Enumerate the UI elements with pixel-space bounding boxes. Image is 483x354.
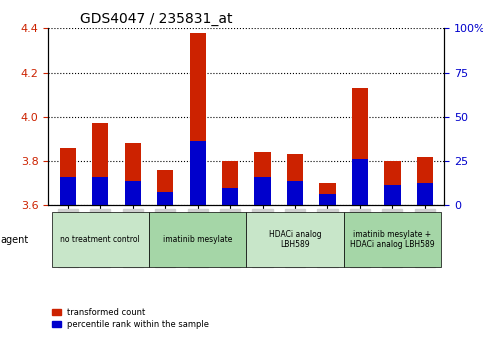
Bar	[189, 33, 206, 205]
Text: imatinib mesylate: imatinib mesylate	[163, 235, 232, 244]
Bar	[222, 188, 238, 205]
Bar	[60, 148, 76, 205]
Bar	[92, 124, 108, 205]
Bar	[352, 88, 368, 205]
Bar	[157, 170, 173, 205]
Bar	[384, 185, 400, 205]
Bar	[92, 177, 108, 205]
Text: GDS4047 / 235831_at: GDS4047 / 235831_at	[80, 12, 232, 26]
Bar	[255, 152, 270, 205]
Text: HDACi analog
LBH589: HDACi analog LBH589	[269, 230, 321, 249]
Bar	[189, 141, 206, 205]
FancyBboxPatch shape	[344, 212, 441, 267]
FancyBboxPatch shape	[52, 212, 149, 267]
FancyBboxPatch shape	[246, 212, 344, 267]
Bar	[157, 192, 173, 205]
Bar	[60, 177, 76, 205]
Text: no treatment control: no treatment control	[60, 235, 140, 244]
Bar	[287, 181, 303, 205]
Bar	[287, 154, 303, 205]
Legend: transformed count, percentile rank within the sample: transformed count, percentile rank withi…	[53, 308, 210, 329]
Bar	[417, 183, 433, 205]
Bar	[384, 161, 400, 205]
Bar	[222, 161, 238, 205]
Bar	[319, 183, 336, 205]
Bar	[352, 159, 368, 205]
Bar	[125, 143, 141, 205]
Text: agent: agent	[0, 235, 29, 245]
Bar	[319, 194, 336, 205]
Text: imatinib mesylate +
HDACi analog LBH589: imatinib mesylate + HDACi analog LBH589	[350, 230, 435, 249]
Bar	[125, 181, 141, 205]
FancyBboxPatch shape	[149, 212, 246, 267]
Bar	[255, 177, 270, 205]
Bar	[417, 157, 433, 205]
